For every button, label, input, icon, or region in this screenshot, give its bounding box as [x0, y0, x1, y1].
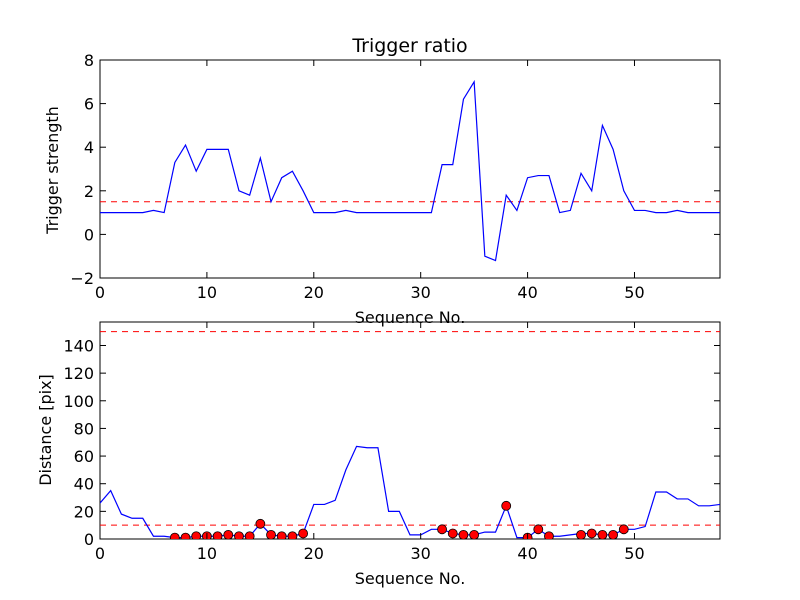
bottom-scatter-point: [608, 529, 619, 539]
bottom-x-tick-label: 50: [624, 544, 644, 563]
bottom-x-tick-label: 20: [304, 544, 324, 563]
top-plot-area: [100, 79, 720, 262]
bottom-scatter-point: [298, 528, 309, 539]
top-x-tick-label: 0: [95, 283, 105, 302]
bottom-plot-content: 0 10 20 30 40 50 0 20 40 60 80 100 120 140: [63, 322, 720, 563]
top-y-tick-label: 8: [84, 51, 94, 70]
bottom-scatter-point: [458, 529, 469, 539]
top-y-tick-label: 4: [84, 138, 94, 157]
bottom-scatter-point: [597, 529, 608, 539]
bottom-scatter-point: [180, 532, 191, 539]
bottom-scatter-point: [501, 500, 512, 511]
bottom-scatter-point: [287, 531, 298, 539]
chart-title: Trigger ratio: [351, 35, 467, 57]
top-x-axis-title: Sequence No.: [355, 308, 466, 327]
top-y-axis-title: Trigger strength: [43, 106, 62, 235]
bottom-scatter-point: [586, 528, 597, 539]
top-y-tick-label: 6: [84, 95, 94, 114]
bottom-y-tick-label: 80: [74, 419, 94, 438]
bottom-plot: 0 10 20 30 40 50 0 20 40 60 80 100 120 140 Sequence N…: [36, 321, 721, 588]
bottom-plot-frame: [99, 321, 721, 540]
top-y-tick-label: −2: [70, 269, 94, 288]
bottom-scatter-point: [276, 531, 287, 539]
bottom-scatter-point: [244, 531, 255, 539]
bottom-scatter-point: [447, 528, 458, 539]
bottom-scatter-point: [191, 531, 202, 539]
top-x-tick-label: 30: [411, 283, 431, 302]
top-y-tick-label: 0: [84, 225, 94, 244]
bottom-plot-area: [100, 331, 720, 539]
bottom-scatter-point: [469, 529, 480, 539]
bottom-scatter-point: [234, 531, 244, 539]
bottom-y-tick-label: 120: [63, 364, 94, 383]
top-plot-frame: [99, 59, 721, 279]
bottom-scatter-point: [266, 529, 276, 539]
top-x-tick-label: 10: [197, 283, 217, 302]
bottom-y-tick-label: 100: [63, 392, 94, 411]
bottom-x-tick-label: 40: [517, 544, 537, 563]
top-x-tick-label: 20: [304, 283, 324, 302]
bottom-x-tick-label: 30: [411, 544, 431, 563]
bottom-scatter-point: [544, 531, 554, 539]
bottom-y-tick-label: 60: [74, 447, 94, 466]
bottom-y-tick-label: 40: [74, 475, 94, 494]
top-x-tick-label: 40: [517, 283, 537, 302]
bottom-x-axis-title: Sequence No.: [355, 569, 466, 588]
bottom-scatter-point: [255, 518, 266, 529]
bottom-scatter-point: [437, 524, 447, 535]
bottom-x-tick-label: 10: [197, 544, 217, 563]
bottom-scatter-point: [169, 532, 180, 539]
top-series-line-0: [100, 79, 720, 262]
bottom-y-tick-label: 0: [84, 530, 94, 549]
bottom-scatter-point: [576, 529, 586, 539]
bottom-y-axis-title: Distance [pix]: [36, 374, 55, 486]
bottom-scatter-point: [618, 524, 629, 535]
top-y-tick-label: 2: [84, 182, 94, 201]
top-x-tick-label: 50: [624, 283, 644, 302]
bottom-scatter-point: [212, 531, 223, 539]
bottom-scatter-point: [533, 524, 544, 535]
bottom-y-tick-label: 140: [63, 336, 94, 355]
bottom-scatter-point: [223, 529, 234, 539]
bottom-y-tick-label: 20: [74, 502, 94, 521]
bottom-x-tick-label: 0: [95, 544, 105, 563]
